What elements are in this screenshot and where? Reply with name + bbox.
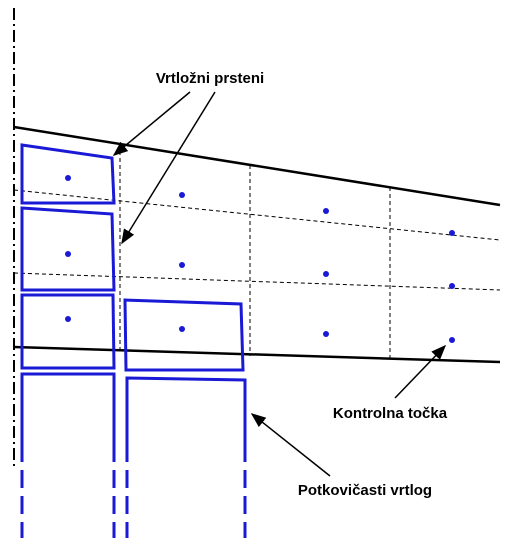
leading-edge: [13, 125, 501, 207]
trailing-edge: [13, 345, 501, 364]
control-points: [65, 175, 455, 343]
rings-label: Vrtložni prsteni: [156, 70, 264, 87]
horseshoe-vortices: [19, 372, 248, 546]
arrows: [112, 91, 447, 477]
vortex-rings: [20, 143, 245, 372]
panel-grid: [13, 144, 501, 360]
control-point-label: Kontrolna točka: [333, 405, 448, 422]
horseshoe-label: Potkovičasti vrtlog: [298, 482, 432, 499]
